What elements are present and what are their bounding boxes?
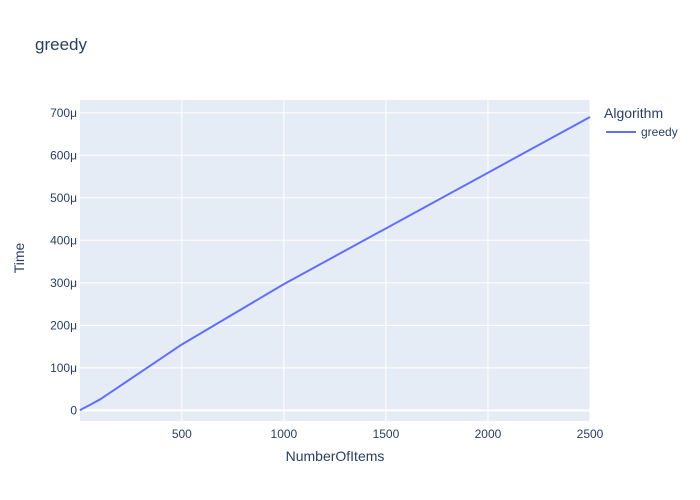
legend: Algorithm greedy: [604, 105, 678, 139]
series-layer: [79, 116, 591, 412]
y-tick-label: 700μ: [50, 106, 77, 120]
y-tick-label: 500μ: [50, 191, 77, 205]
y-tick-label: 0: [70, 403, 77, 417]
x-tick-label: 1500: [373, 427, 400, 441]
x-tick-label: 2000: [475, 427, 502, 441]
legend-item-greedy[interactable]: greedy: [606, 125, 678, 139]
plot-area: [80, 100, 590, 421]
y-tick-label: 200μ: [50, 318, 77, 332]
series-line-greedy[interactable]: [79, 116, 591, 412]
grid-lines: [80, 100, 591, 421]
x-axis-title: NumberOfItems: [286, 448, 385, 464]
chart-title: greedy: [35, 35, 87, 54]
y-tick-label: 300μ: [50, 276, 77, 290]
legend-label: greedy: [641, 125, 678, 139]
legend-title: Algorithm: [604, 105, 663, 121]
y-tick-label: 400μ: [50, 233, 77, 247]
y-axis-title: Time: [11, 242, 27, 273]
x-tick-label: 1000: [271, 427, 298, 441]
y-tick-label: 600μ: [50, 148, 77, 162]
x-tick-label: 2500: [577, 427, 604, 441]
x-axis-ticks: 500 1000 1500 2000 2500: [172, 427, 604, 441]
y-axis-ticks: 0 100μ 200μ 300μ 400μ 500μ 600μ 700μ: [50, 106, 77, 418]
y-tick-label: 100μ: [50, 361, 77, 375]
x-tick-label: 500: [172, 427, 192, 441]
